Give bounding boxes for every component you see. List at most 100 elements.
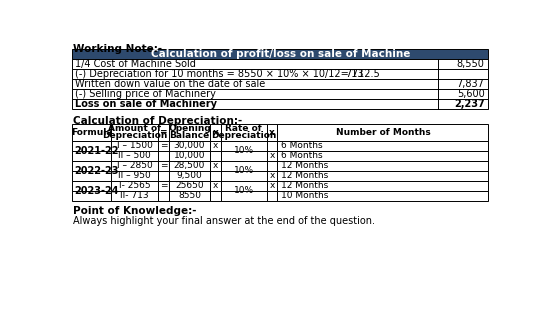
Bar — [72, 79, 488, 89]
Text: II- 713: II- 713 — [120, 192, 149, 201]
Bar — [277, 141, 488, 151]
Bar — [169, 171, 210, 181]
Bar — [111, 151, 158, 161]
Bar — [169, 124, 210, 141]
Text: x: x — [213, 181, 218, 190]
Bar — [169, 181, 210, 191]
Bar — [277, 161, 488, 171]
Text: x: x — [213, 161, 218, 170]
Bar — [72, 89, 488, 100]
Bar — [210, 191, 221, 201]
Text: 9,500: 9,500 — [177, 171, 202, 180]
Bar — [72, 141, 111, 151]
Bar — [266, 191, 277, 201]
Bar — [277, 171, 488, 181]
Bar — [266, 181, 277, 191]
Text: 10%: 10% — [234, 187, 254, 195]
Text: Formula: Formula — [71, 128, 112, 137]
Bar — [169, 141, 210, 151]
Bar — [72, 191, 111, 201]
Text: I- 2565: I- 2565 — [119, 181, 150, 190]
Text: (-) Selling price of Machinery: (-) Selling price of Machinery — [75, 89, 216, 99]
Bar — [158, 161, 169, 171]
Text: Number of Months: Number of Months — [335, 128, 430, 137]
Bar — [72, 171, 111, 181]
Bar — [158, 151, 169, 161]
Bar — [72, 181, 111, 191]
Text: Amount of: Amount of — [108, 125, 161, 134]
Bar — [111, 124, 158, 141]
Bar — [266, 171, 277, 181]
Bar — [221, 124, 266, 141]
Bar — [111, 191, 158, 201]
Text: x: x — [213, 142, 218, 151]
Text: Depreciation: Depreciation — [102, 131, 167, 140]
Text: 25650: 25650 — [175, 181, 203, 190]
Text: Written down value on the date of sale: Written down value on the date of sale — [75, 79, 266, 89]
Text: =: = — [160, 161, 167, 170]
Text: =: = — [160, 181, 167, 190]
Bar — [266, 141, 277, 151]
Bar — [221, 191, 266, 201]
Bar — [169, 161, 210, 171]
Text: x: x — [269, 181, 275, 190]
Text: Opening: Opening — [168, 125, 211, 134]
Text: 7,837: 7,837 — [457, 79, 485, 89]
Text: =: = — [160, 142, 167, 151]
Bar — [266, 161, 277, 171]
Bar — [158, 181, 169, 191]
Text: Working Note:-: Working Note:- — [73, 44, 162, 54]
Text: II – 950: II – 950 — [118, 171, 151, 180]
Bar — [111, 141, 158, 151]
Text: Always highlight your final answer at the end of the question.: Always highlight your final answer at th… — [73, 216, 375, 226]
Text: Depreciation: Depreciation — [211, 131, 276, 140]
Bar — [158, 191, 169, 201]
Text: 8550: 8550 — [178, 192, 201, 201]
Bar — [210, 171, 221, 181]
Bar — [221, 141, 266, 151]
Text: Loss on sale of Machinery: Loss on sale of Machinery — [75, 100, 217, 109]
Text: 10%: 10% — [234, 146, 254, 155]
Bar — [277, 151, 488, 161]
Bar — [210, 181, 221, 191]
Bar — [158, 124, 169, 141]
Text: 2,237: 2,237 — [454, 100, 485, 109]
Bar — [72, 59, 488, 69]
Bar — [111, 171, 158, 181]
Text: 28,500: 28,500 — [174, 161, 205, 170]
Text: 5,600: 5,600 — [457, 89, 485, 99]
Text: 6 Months: 6 Months — [281, 142, 322, 151]
Bar — [277, 124, 488, 141]
Bar — [277, 191, 488, 201]
Text: 10 Months: 10 Months — [281, 192, 328, 201]
Bar — [266, 124, 277, 141]
Bar — [72, 100, 488, 109]
Bar — [72, 161, 111, 171]
Bar — [169, 151, 210, 161]
Text: 713: 713 — [345, 69, 364, 79]
Text: x: x — [269, 128, 275, 137]
Bar — [266, 151, 277, 161]
Bar — [210, 161, 221, 171]
Bar — [221, 151, 266, 161]
Text: II – 500: II – 500 — [118, 152, 151, 160]
Text: x: x — [213, 128, 218, 137]
Bar — [72, 48, 488, 59]
Text: 10%: 10% — [234, 167, 254, 176]
Bar — [277, 181, 488, 191]
Text: x: x — [269, 171, 275, 180]
Text: x: x — [269, 152, 275, 160]
Text: 8,550: 8,550 — [457, 59, 485, 69]
Bar — [210, 141, 221, 151]
Text: 12 Months: 12 Months — [281, 181, 328, 190]
Text: 6 Months: 6 Months — [281, 152, 322, 160]
Text: 1/4 Cost of Machine Sold: 1/4 Cost of Machine Sold — [75, 59, 196, 69]
Bar — [210, 124, 221, 141]
Bar — [169, 191, 210, 201]
Text: 12 Months: 12 Months — [281, 171, 328, 180]
Text: 12 Months: 12 Months — [281, 161, 328, 170]
Text: 2023-24: 2023-24 — [74, 186, 119, 196]
Bar — [111, 161, 158, 171]
Text: 2021-22: 2021-22 — [74, 146, 119, 156]
Text: 2022-23: 2022-23 — [74, 166, 119, 176]
